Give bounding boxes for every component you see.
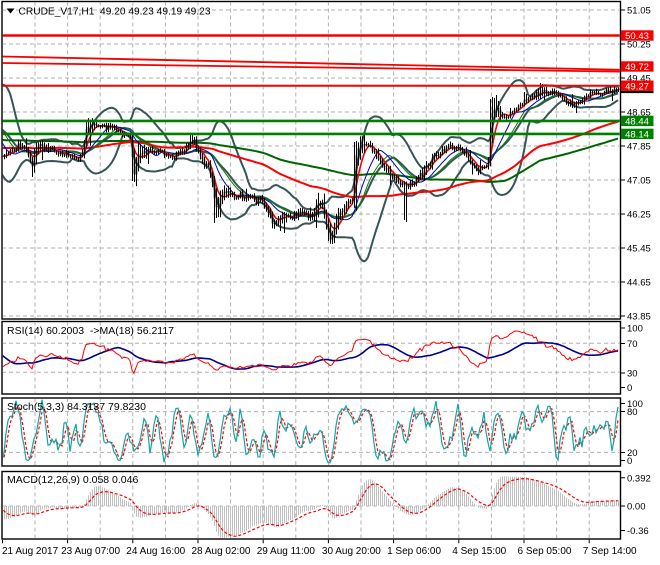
svg-text:CRUDE_V17,H1 49.20 49.23 49.1: CRUDE_V17,H1 49.20 49.23 49.19 49.23 (19, 7, 211, 18)
svg-text:48.44: 48.44 (625, 117, 649, 128)
svg-text:49.27: 49.27 (625, 81, 649, 92)
svg-text:7 Sep 14:00: 7 Sep 14:00 (583, 546, 637, 557)
svg-text:51.05: 51.05 (627, 6, 651, 17)
svg-text:50.25: 50.25 (627, 40, 651, 51)
svg-text:49.45: 49.45 (627, 74, 651, 85)
svg-text:24 Aug 16:00: 24 Aug 16:00 (126, 546, 185, 557)
svg-text:-0.36: -0.36 (627, 526, 649, 537)
svg-text:1 Sep 06:00: 1 Sep 06:00 (387, 546, 441, 557)
svg-text:6 Sep 05:00: 6 Sep 05:00 (518, 546, 572, 557)
svg-text:23 Aug 07:00: 23 Aug 07:00 (61, 546, 120, 557)
svg-text:0.392: 0.392 (627, 473, 651, 484)
svg-text:MACD(12,26,9) 0.058 0.046: MACD(12,26,9) 0.058 0.046 (7, 474, 138, 486)
svg-text:0: 0 (627, 456, 632, 467)
svg-text:48.14: 48.14 (625, 130, 649, 141)
svg-text:47.85: 47.85 (627, 142, 651, 153)
svg-text:100: 100 (627, 324, 643, 335)
svg-text:RSI(14) 60.2003 ->MA(18) 56.2: RSI(14) 60.2003 ->MA(18) 56.2117 (7, 325, 174, 337)
svg-text:Stoch(5,3,3) 84.3137 79.8230: Stoch(5,3,3) 84.3137 79.8230 (7, 401, 146, 413)
svg-text:30 Aug 20:00: 30 Aug 20:00 (322, 546, 381, 557)
svg-text:48.65: 48.65 (627, 108, 651, 119)
svg-text:100: 100 (627, 399, 643, 410)
svg-text:28 Aug 02:00: 28 Aug 02:00 (192, 546, 251, 557)
svg-text:80: 80 (627, 407, 638, 418)
svg-text:45.45: 45.45 (627, 244, 651, 255)
svg-text:50.43: 50.43 (625, 31, 649, 42)
svg-text:21 Aug 2017: 21 Aug 2017 (2, 546, 59, 557)
svg-text:29 Aug 11:00: 29 Aug 11:00 (257, 546, 316, 557)
svg-text:43.85: 43.85 (627, 312, 651, 323)
svg-text:46.25: 46.25 (627, 210, 651, 221)
svg-text:4 Sep 15:00: 4 Sep 15:00 (452, 546, 506, 557)
svg-text:30: 30 (627, 369, 638, 380)
svg-text:70: 70 (627, 339, 638, 350)
svg-text:44.65: 44.65 (627, 278, 651, 289)
svg-text:0.00: 0.00 (627, 502, 646, 513)
svg-text:20: 20 (627, 448, 638, 459)
svg-text:47.05: 47.05 (627, 176, 651, 187)
svg-text:0: 0 (627, 383, 632, 394)
svg-text:49.72: 49.72 (625, 62, 649, 73)
